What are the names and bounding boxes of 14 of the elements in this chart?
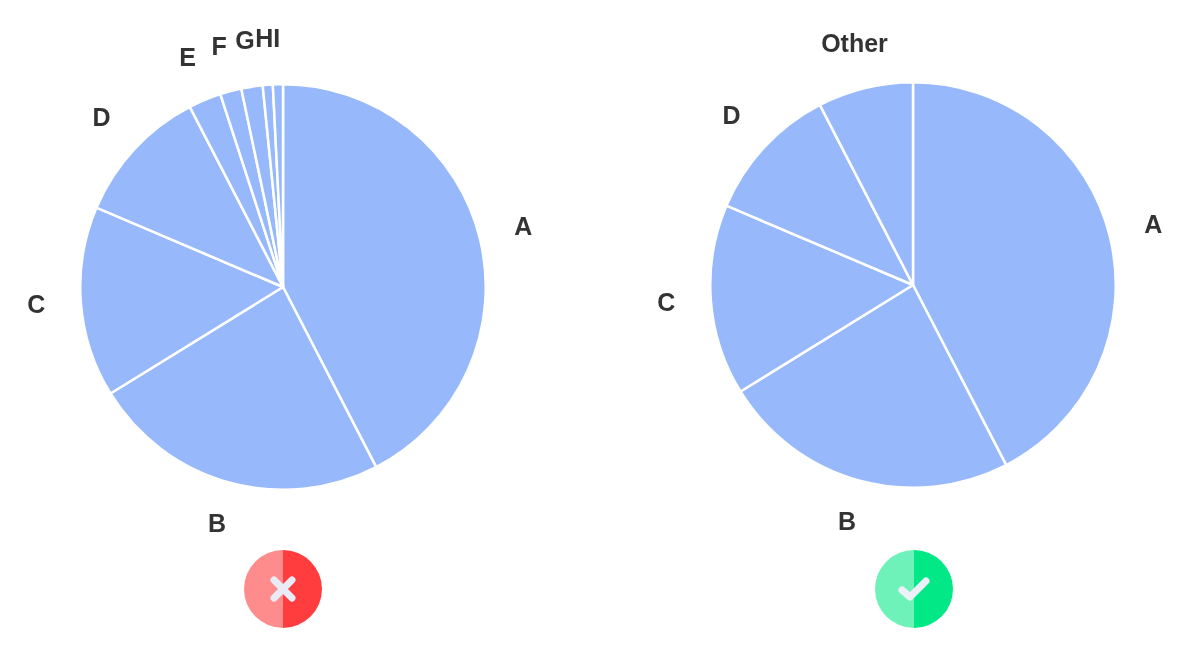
slice-label: Other	[821, 28, 889, 57]
slice-label: C	[27, 289, 46, 318]
slice-label: D	[722, 100, 741, 129]
slice-label: A	[514, 212, 533, 241]
slice-label: H	[255, 24, 274, 53]
slice-label: B	[837, 507, 857, 536]
slice-label: E	[179, 42, 196, 71]
slice-label: A	[1144, 210, 1163, 239]
slice-label: F	[211, 31, 227, 60]
slice-label: I	[273, 23, 281, 52]
slice-label: G	[235, 26, 255, 55]
slice-label: C	[657, 287, 676, 316]
slice-label: D	[92, 102, 111, 131]
slice-label: B	[207, 509, 227, 538]
